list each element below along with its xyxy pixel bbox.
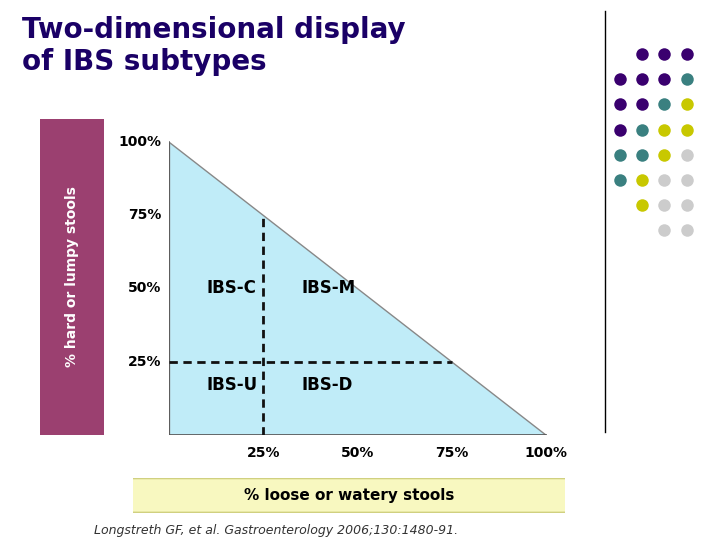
Polygon shape bbox=[169, 142, 546, 435]
Text: Longstreth GF, et al. Gastroenterology 2006;130:1480-91.: Longstreth GF, et al. Gastroenterology 2… bbox=[94, 524, 458, 537]
Text: % loose or watery stools: % loose or watery stools bbox=[244, 488, 454, 503]
Text: 50%: 50% bbox=[128, 281, 162, 295]
Text: 75%: 75% bbox=[436, 447, 469, 461]
Text: 100%: 100% bbox=[525, 447, 568, 461]
Text: Two-dimensional display
of IBS subtypes: Two-dimensional display of IBS subtypes bbox=[22, 16, 405, 76]
Text: IBS-U: IBS-U bbox=[207, 376, 258, 394]
Text: 50%: 50% bbox=[341, 447, 374, 461]
Text: % hard or lumpy stools: % hard or lumpy stools bbox=[65, 186, 79, 367]
FancyBboxPatch shape bbox=[120, 478, 578, 512]
Text: 100%: 100% bbox=[119, 135, 162, 149]
Text: IBS-D: IBS-D bbox=[301, 376, 353, 394]
Text: IBS-C: IBS-C bbox=[207, 280, 257, 298]
Text: 25%: 25% bbox=[128, 355, 162, 369]
Text: 75%: 75% bbox=[128, 208, 162, 222]
Text: 25%: 25% bbox=[247, 447, 280, 461]
Text: IBS-M: IBS-M bbox=[301, 280, 356, 298]
FancyBboxPatch shape bbox=[40, 109, 104, 444]
